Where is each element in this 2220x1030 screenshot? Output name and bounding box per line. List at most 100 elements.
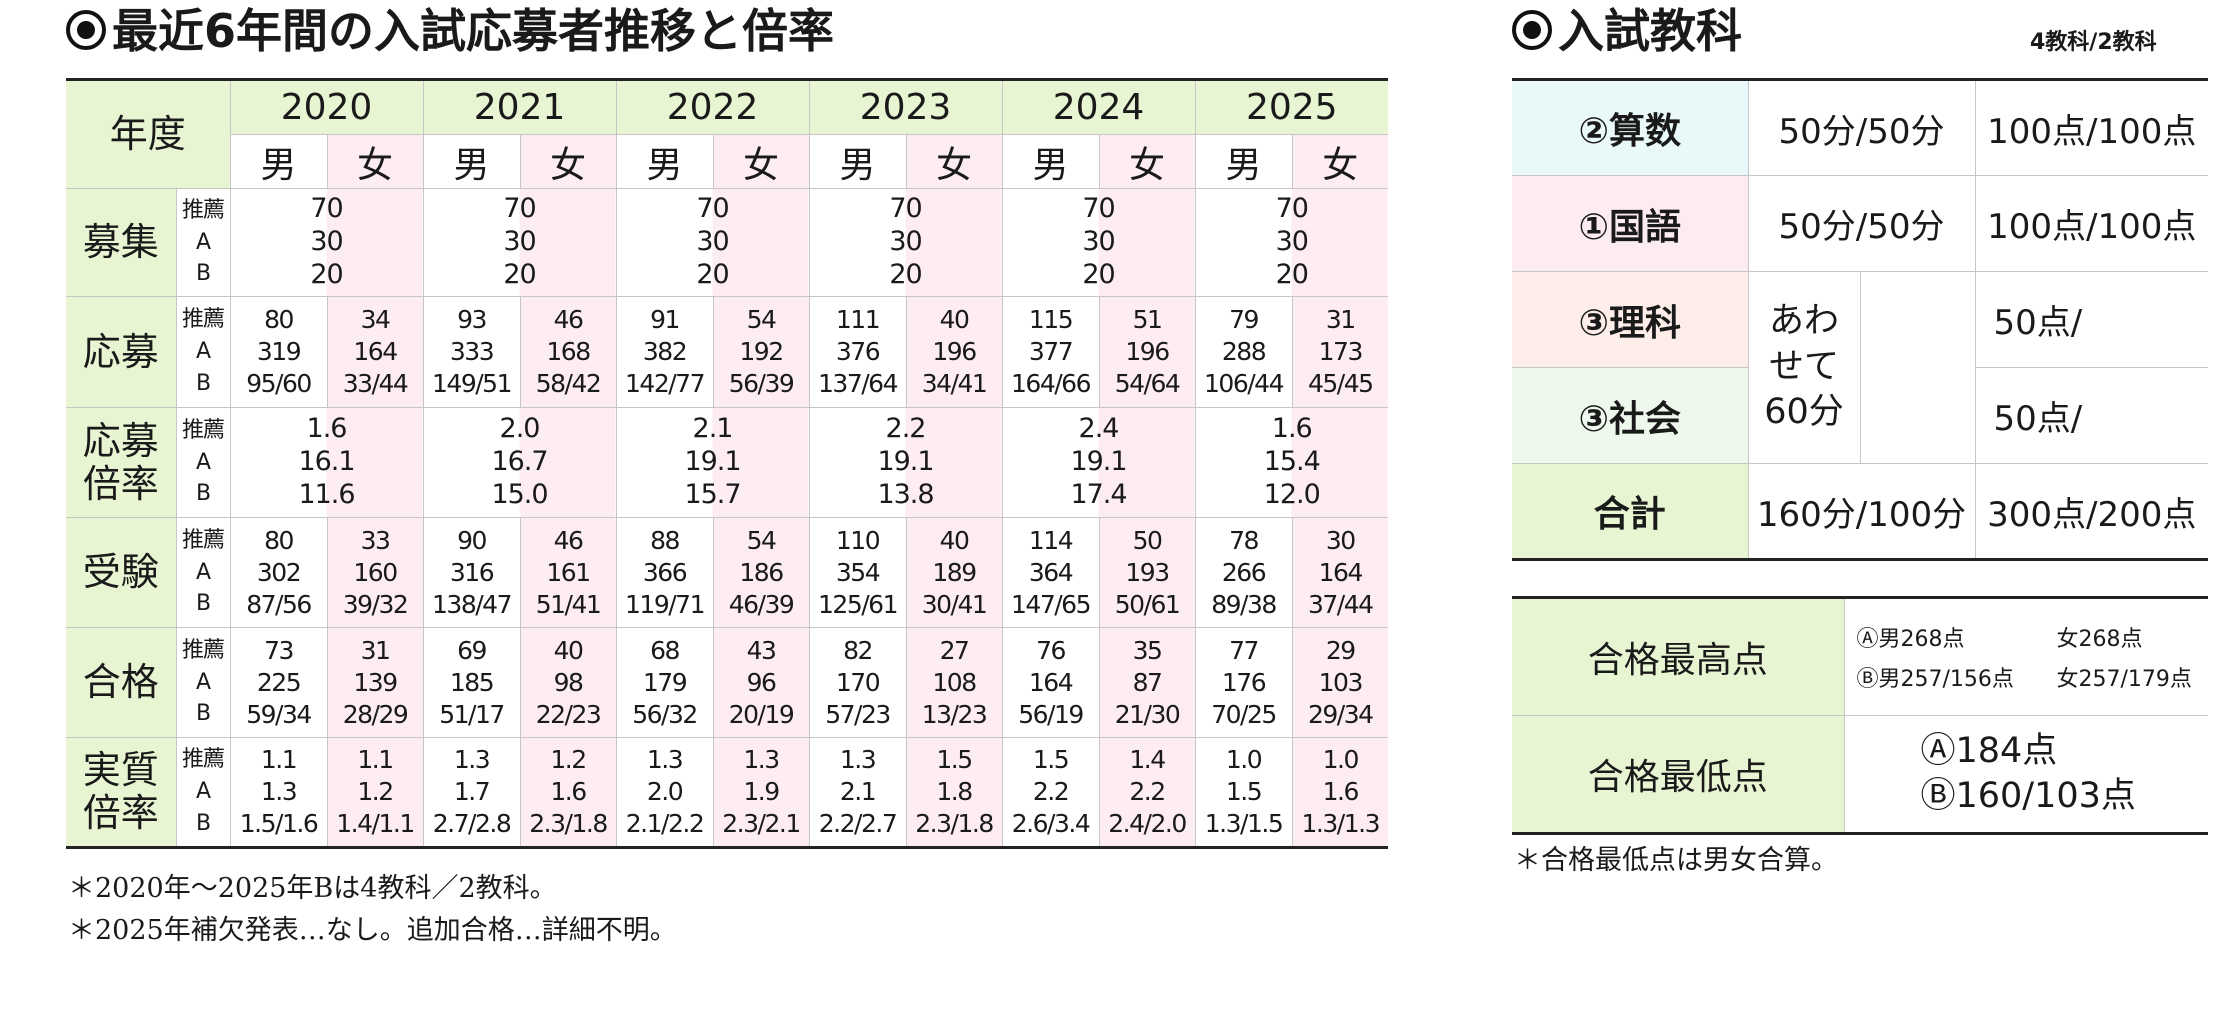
subject-points: 300点/200点: [1974, 463, 2209, 560]
male-header: 男: [230, 134, 328, 189]
highest-score-row: 合格最高点 Ⓐ男268点 女268点 Ⓑ男257/156点 女257/179点: [1512, 597, 2208, 716]
highest-a-male: Ⓐ男268点: [1856, 627, 1965, 652]
combined-cell: 70 30 20: [422, 188, 617, 297]
female-cell: 46 168 58/42: [519, 296, 617, 408]
category-label: 実質 倍率: [66, 737, 177, 848]
lowest-score-label: 合格最低点: [1512, 715, 1845, 834]
male-header: 男: [808, 134, 907, 189]
female-cell: 50 193 50/61: [1098, 517, 1196, 628]
subject-time: 50分/50分: [1747, 175, 1976, 272]
male-cell: 82 170 57/23: [808, 627, 907, 738]
male-cell: 91 382 142/77: [615, 296, 714, 408]
history-note-2: ＊2025年補欠発表…なし。追加合格…詳細不明。: [68, 915, 677, 946]
subject-row-total: 合計 160分/100分 300点/200点: [1512, 463, 2209, 560]
female-cell: 1.2 1.6 2.3/1.8: [519, 737, 617, 848]
subject-time: 50分/50分: [1747, 79, 1976, 176]
row-sublabels: 推薦 A B: [175, 188, 231, 297]
female-header: 女: [905, 134, 1003, 189]
highest-a-female: 女268点: [2056, 627, 2143, 652]
female-header: 女: [1098, 134, 1196, 189]
year-header-row: 年度 2020 2021 2022 2023 2024 2025: [66, 79, 1389, 189]
history-table: 年度 2020 2021 2022 2023 2024 2025 男女男女男女男女男女男女募集…: [66, 78, 1389, 849]
subject-points: 50点/: [1974, 271, 2209, 368]
male-cell: 93 333 149/51: [422, 296, 521, 408]
female-cell: 29 103 29/34: [1291, 627, 1389, 738]
subject-time: 160分/100分: [1747, 463, 1976, 560]
female-header: 女: [326, 134, 424, 189]
subjects-title: 入試教科: [1512, 8, 1742, 54]
table-row: 応募 推薦 A B 80 319 95/60 34 164 33/44 93 333 1…: [66, 296, 1389, 408]
female-cell: 1.0 1.6 1.3/1.3: [1291, 737, 1389, 848]
highest-score-label: 合格最高点: [1512, 597, 1845, 716]
scores-table: 合格最高点 Ⓐ男268点 女268点 Ⓑ男257/156点 女257/179点 …: [1512, 596, 2208, 835]
lowest-score-row: 合格最低点 Ⓐ184点 Ⓑ160/103点: [1512, 715, 2208, 834]
category-label: 受験: [66, 517, 177, 628]
male-cell: 110 354 125/61: [808, 517, 907, 628]
female-cell: 51 196 54/64: [1098, 296, 1196, 408]
sex-header-row: 男女男女男女男女男女男女: [66, 134, 1389, 189]
history-note-1: ＊2020年～2025年Bは4教科／2教科。: [68, 873, 557, 904]
category-label: 応募: [66, 296, 177, 408]
male-cell: 79 288 106/44: [1194, 296, 1293, 408]
male-cell: 73 225 59/34: [229, 627, 328, 738]
female-cell: 35 87 21/30: [1098, 627, 1196, 738]
combined-time: あわ せて 60分: [1747, 271, 1861, 464]
subject-name: ③理科: [1512, 271, 1749, 368]
subject-row-math: ②算数 50分/50分 100点/100点: [1512, 79, 2209, 176]
subject-row-japanese: ①国語 50分/50分 100点/100点: [1512, 175, 2209, 272]
category-label: 募集: [66, 188, 177, 297]
male-cell: 78 266 89/38: [1194, 517, 1293, 628]
female-cell: 1.3 1.9 2.3/2.1: [712, 737, 810, 848]
male-header: 男: [422, 134, 521, 189]
year-header: 2022: [615, 79, 810, 135]
female-cell: 1.1 1.2 1.4/1.1: [326, 737, 424, 848]
year-header: 2020: [229, 79, 424, 135]
year-header-label: 年度: [66, 79, 231, 189]
combined-cell: 2.0 16.7 15.0: [422, 407, 617, 518]
subjects-table: ②算数 50分/50分 100点/100点 ①国語 50分/50分 100点/1…: [1512, 78, 2209, 561]
female-header: 女: [1291, 134, 1389, 189]
bullet-circle-icon: [66, 10, 106, 50]
year-header: 2023: [808, 79, 1003, 135]
male-cell: 77 176 70/25: [1194, 627, 1293, 738]
table-row: 実質 倍率 推薦 A B 1.1 1.3 1.5/1.6 1.1 1.2 1.4/1.…: [66, 737, 1389, 848]
category-label: 合格: [66, 627, 177, 738]
subject-points: 100点/100点: [1974, 79, 2209, 176]
female-cell: 27 108 13/23: [905, 627, 1003, 738]
male-cell: 114 364 147/65: [1001, 517, 1100, 628]
table-row: 受験 推薦 A B 80 302 87/56 33 160 39/32 90 316 1…: [66, 517, 1389, 628]
male-cell: 115 377 164/66: [1001, 296, 1100, 408]
highest-b-male: Ⓑ男257/156点: [1856, 667, 2014, 692]
male-header: 男: [1001, 134, 1100, 189]
male-header: 男: [615, 134, 714, 189]
male-cell: 1.0 1.5 1.3/1.5: [1194, 737, 1293, 848]
female-cell: 1.4 2.2 2.4/2.0: [1098, 737, 1196, 848]
combined-cell: 1.6 16.1 11.6: [229, 407, 424, 518]
female-cell: 43 96 20/19: [712, 627, 810, 738]
female-cell: 54 192 56/39: [712, 296, 810, 408]
male-cell: 80 319 95/60: [229, 296, 328, 408]
row-sublabels: 推薦 A B: [175, 296, 231, 408]
male-cell: 88 366 119/71: [615, 517, 714, 628]
highest-score-values: Ⓐ男268点 女268点 Ⓑ男257/156点 女257/179点: [1843, 597, 2208, 716]
row-sublabels: 推薦 A B: [175, 737, 231, 848]
lowest-score-values: Ⓐ184点 Ⓑ160/103点: [1843, 715, 2208, 834]
female-cell: 33 160 39/32: [326, 517, 424, 628]
combined-cell: 70 30 20: [1194, 188, 1389, 297]
male-cell: 68 179 56/32: [615, 627, 714, 738]
female-cell: 1.5 1.8 2.3/1.8: [905, 737, 1003, 848]
female-header: 女: [712, 134, 810, 189]
male-cell: 76 164 56/19: [1001, 627, 1100, 738]
female-cell: 31 139 28/29: [326, 627, 424, 738]
male-cell: 80 302 87/56: [229, 517, 328, 628]
year-header: 2025: [1194, 79, 1389, 135]
female-cell: 54 186 46/39: [712, 517, 810, 628]
combined-cell: 70 30 20: [808, 188, 1003, 297]
subject-name: ③社会: [1512, 367, 1749, 464]
male-header: 男: [1194, 134, 1293, 189]
male-cell: 1.5 2.2 2.6/3.4: [1001, 737, 1100, 848]
combined-cell: 2.4 19.1 17.4: [1001, 407, 1196, 518]
subject-name: 合計: [1512, 463, 1749, 560]
subject-points: 100点/100点: [1974, 175, 2209, 272]
female-cell: 40 98 22/23: [519, 627, 617, 738]
